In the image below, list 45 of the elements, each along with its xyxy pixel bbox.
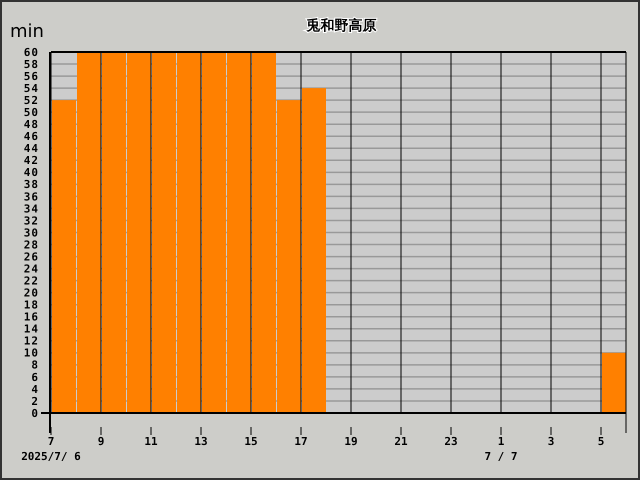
y-tick-label: 34 bbox=[24, 202, 39, 216]
x-tick-label: 17 bbox=[294, 435, 308, 448]
y-tick-label: 8 bbox=[31, 358, 39, 372]
y-tick-label: 58 bbox=[24, 58, 39, 71]
y-tick-label: 60 bbox=[24, 46, 39, 59]
chart-title: 兎和野高原 bbox=[306, 17, 376, 34]
y-tick-label: 52 bbox=[24, 94, 39, 107]
y-tick-label: 16 bbox=[24, 310, 39, 324]
y-tick-label: 50 bbox=[24, 106, 39, 120]
y-tick-label: 2 bbox=[31, 394, 39, 408]
y-tick-label: 12 bbox=[24, 334, 39, 348]
y-tick-label: 24 bbox=[24, 262, 39, 276]
y-tick-label: 46 bbox=[24, 130, 39, 144]
y-tick-label: 10 bbox=[24, 346, 39, 360]
y-tick-label: 38 bbox=[24, 178, 39, 192]
y-tick-label: 54 bbox=[24, 82, 39, 95]
x-tick-label: 1 7 / 7 bbox=[484, 435, 518, 463]
y-tick-label: 32 bbox=[24, 214, 39, 228]
x-tick-label: 21 bbox=[394, 435, 408, 448]
x-tick-label: 19 bbox=[344, 435, 358, 448]
x-tick-label: 5 bbox=[598, 435, 604, 448]
x-tick-label: 9 bbox=[98, 435, 104, 448]
x-tick-label: 11 bbox=[144, 435, 158, 448]
y-tick-label: 26 bbox=[24, 250, 39, 264]
y-tick-label: 28 bbox=[24, 238, 39, 252]
x-tick-label: 15 bbox=[244, 435, 258, 448]
y-tick-label: 42 bbox=[24, 154, 39, 168]
y-tick-label: 0 bbox=[31, 406, 39, 420]
y-tick-label: 30 bbox=[24, 226, 39, 240]
x-tick-label: 3 bbox=[548, 435, 554, 448]
y-tick-label: 4 bbox=[31, 382, 39, 396]
x-tick-label: 7 2025/7/ 6 bbox=[21, 435, 82, 463]
y-tick-label: 40 bbox=[24, 166, 39, 180]
y-axis-title: min bbox=[10, 21, 44, 42]
y-tick-label: 20 bbox=[24, 286, 39, 300]
y-tick-label: 44 bbox=[24, 142, 39, 156]
y-tick-label: 48 bbox=[24, 118, 39, 132]
x-tick-label: 23 bbox=[444, 435, 458, 448]
y-tick-label: 56 bbox=[24, 70, 39, 83]
x-tick-label: 13 bbox=[194, 435, 208, 448]
y-tick-label: 22 bbox=[24, 274, 39, 288]
y-tick-label: 36 bbox=[24, 190, 39, 204]
y-tick-label: 14 bbox=[24, 322, 39, 336]
y-tick-label: 18 bbox=[24, 298, 39, 312]
y-tick-label: 6 bbox=[31, 370, 39, 384]
